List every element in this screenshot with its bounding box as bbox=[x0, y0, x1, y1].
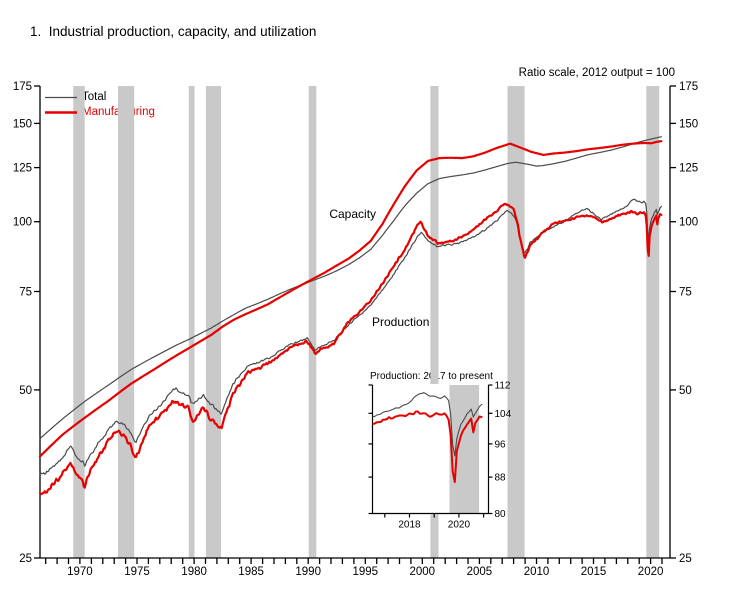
production-annotation: Production bbox=[372, 315, 430, 330]
inset-x-tick-label: 2018 bbox=[398, 520, 421, 531]
y-tick-label: 50 bbox=[19, 385, 32, 397]
y-tick-label: 50 bbox=[679, 385, 692, 397]
x-tick-label: 2000 bbox=[410, 566, 436, 578]
x-tick-label: 1990 bbox=[295, 566, 321, 578]
inset-frame bbox=[371, 385, 490, 515]
x-tick-label: 2015 bbox=[581, 566, 607, 578]
x-tick-label: 2005 bbox=[467, 566, 493, 578]
recession-band bbox=[118, 86, 135, 558]
inset-y-tick-label: 96 bbox=[495, 439, 507, 450]
y-tick-label: 25 bbox=[19, 553, 32, 565]
recession-band bbox=[507, 86, 525, 558]
recession-band bbox=[646, 86, 660, 558]
y-tick-label: 75 bbox=[19, 287, 32, 299]
recession-band bbox=[73, 86, 85, 558]
series-capacity-total bbox=[39, 136, 662, 440]
y-tick-label: 100 bbox=[13, 217, 32, 229]
y-tick-label: 150 bbox=[13, 118, 32, 130]
x-tick-label: 2010 bbox=[524, 566, 550, 578]
capacity-annotation: Capacity bbox=[329, 206, 377, 221]
inset-series-production-mfg bbox=[372, 410, 483, 483]
ratio-scale-note: Ratio scale, 2012 output = 100 bbox=[518, 67, 675, 79]
inset-x-tick-label: 2020 bbox=[448, 520, 471, 531]
inset-y-tick-label: 112 bbox=[495, 381, 511, 392]
chart-title: 1. Industrial production, capacity, and … bbox=[30, 24, 317, 39]
y-tick-label: 100 bbox=[679, 217, 698, 229]
x-tick-label: 1970 bbox=[67, 566, 93, 578]
inset-y-tick-label: 80 bbox=[495, 509, 507, 520]
x-tick-label: 1995 bbox=[353, 566, 379, 578]
series-capacity-mfg bbox=[38, 140, 663, 458]
inset-y-tick-label: 88 bbox=[495, 473, 507, 484]
inset-recession-band bbox=[449, 385, 480, 514]
x-tick-label: 1985 bbox=[238, 566, 264, 578]
legend-label-total: Total bbox=[82, 91, 107, 103]
inset-series-production-total bbox=[372, 392, 483, 457]
y-tick-label: 25 bbox=[679, 553, 692, 565]
y-tick-label: 175 bbox=[679, 81, 698, 93]
y-tick-label: 175 bbox=[13, 81, 32, 93]
y-tick-label: 125 bbox=[13, 163, 32, 175]
recession-band bbox=[205, 86, 222, 558]
recession-band bbox=[430, 86, 439, 558]
inset-panel: 80 88 96 104 112 2018 2020 bbox=[368, 381, 512, 531]
series-production-mfg bbox=[38, 202, 663, 496]
inset-y-tick-label: 104 bbox=[495, 409, 512, 420]
y-tick-label: 75 bbox=[679, 287, 692, 299]
x-tick-label: 1975 bbox=[124, 566, 150, 578]
y-tick-label: 150 bbox=[679, 118, 698, 130]
recession-band bbox=[308, 86, 317, 558]
x-tick-label: 1980 bbox=[181, 566, 207, 578]
recession-band bbox=[188, 86, 195, 558]
y-tick-label: 125 bbox=[679, 163, 698, 175]
x-tick-label: 2020 bbox=[638, 566, 664, 578]
